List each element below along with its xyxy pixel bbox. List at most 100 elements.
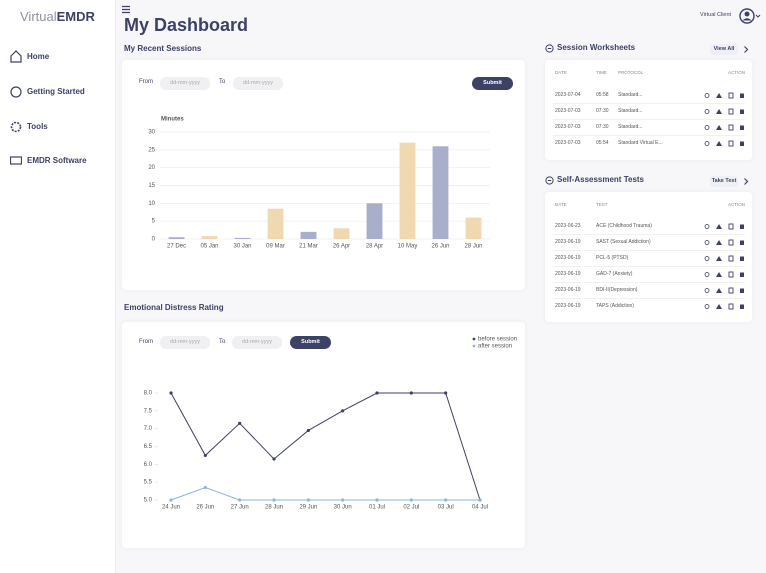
action-icons[interactable] xyxy=(703,92,747,99)
action-icons[interactable] xyxy=(703,108,747,115)
table-cell: 05:58 xyxy=(596,92,609,98)
from-input[interactable]: dd-mm-yyyy xyxy=(160,77,210,90)
point xyxy=(272,498,276,502)
action-icons[interactable] xyxy=(703,287,747,294)
table-cell: 07:30 xyxy=(596,108,609,114)
y-tick-label: 15 xyxy=(148,183,155,189)
nav-home[interactable]: Home xyxy=(27,52,50,61)
table-cell: Standard... xyxy=(618,92,643,98)
x-tick-label: 02 Jul xyxy=(403,505,419,511)
y-tick-label: 5.0 xyxy=(144,498,153,504)
column-header: TIME xyxy=(596,70,607,75)
software-icon xyxy=(10,156,22,165)
logo-light: Virtual xyxy=(20,9,57,24)
x-tick-label: 01 Jul xyxy=(369,505,385,511)
section-heading: Self-Assessment Tests xyxy=(557,175,644,184)
table-cell: 2023-07-03 xyxy=(555,108,581,114)
y-tick-label: 5 xyxy=(152,219,156,225)
arrow-icon[interactable] xyxy=(743,46,749,53)
submit-button[interactable]: Submit xyxy=(472,77,513,90)
point xyxy=(238,498,242,502)
point xyxy=(444,391,448,395)
bar xyxy=(432,146,449,239)
to-input[interactable]: dd-mm-yyyy xyxy=(233,77,283,90)
to-label: To xyxy=(219,79,226,85)
action-icons[interactable] xyxy=(703,303,747,310)
action-icons[interactable] xyxy=(703,239,747,246)
section-button[interactable]: Take Test xyxy=(710,176,738,187)
to-input[interactable]: dd-mm-yyyy xyxy=(232,336,282,349)
y-tick-label: 7.5 xyxy=(144,408,153,414)
user-name[interactable]: Virtual Client xyxy=(700,12,732,18)
logo[interactable]: VirtualEMDR xyxy=(20,9,95,24)
from-input[interactable]: dd-mm-yyyy xyxy=(160,336,210,349)
action-icons[interactable] xyxy=(703,255,747,262)
column-header: DATE xyxy=(555,70,567,75)
table-cell: 2023-06-19 xyxy=(555,303,581,309)
x-tick-label: 09 Mar xyxy=(266,244,285,250)
menu-icon[interactable] xyxy=(121,5,131,14)
table-cell: GAD-7 (Anxiety) xyxy=(596,271,633,277)
row-divider xyxy=(553,103,745,104)
action-icons[interactable] xyxy=(703,140,747,147)
table-cell: SAST (Sexual Addiction) xyxy=(596,239,651,245)
x-tick-label: 28 Jun xyxy=(464,244,482,250)
point xyxy=(444,498,448,502)
x-tick-label: 28 Jun xyxy=(265,505,283,511)
action-icons[interactable] xyxy=(703,271,747,278)
action-icons[interactable] xyxy=(703,124,747,131)
table-cell: PCL-5 (PTSD) xyxy=(596,255,629,261)
legend-marker xyxy=(472,344,476,348)
nav-emdr-software[interactable]: EMDR Software xyxy=(27,156,87,165)
x-tick-label: 30 Jan xyxy=(233,244,251,250)
worksheets-card xyxy=(545,60,752,160)
submit-button[interactable]: Submit xyxy=(290,336,331,349)
home-icon xyxy=(10,50,22,63)
point xyxy=(409,391,413,395)
x-tick-label: 05 Jan xyxy=(200,244,218,250)
x-tick-label: 03 Jul xyxy=(438,505,454,511)
bar xyxy=(333,228,350,239)
bar xyxy=(168,237,185,239)
legend-label: before session xyxy=(478,337,517,343)
y-tick-label: 0 xyxy=(152,237,156,243)
point xyxy=(272,457,276,461)
x-tick-label: 27 Jun xyxy=(231,505,249,511)
point xyxy=(238,421,242,425)
sessions-heading: My Recent Sessions xyxy=(124,44,202,53)
table-cell: 2023-06-19 xyxy=(555,287,581,293)
y-tick-label: 20 xyxy=(148,165,155,171)
legend-marker xyxy=(472,337,476,341)
x-tick-label: 26 Jun xyxy=(431,244,449,250)
bar xyxy=(300,231,317,239)
nav-tools[interactable]: Tools xyxy=(27,122,48,131)
line xyxy=(170,392,481,501)
nav-getting-started[interactable]: Getting Started xyxy=(27,87,85,96)
section-icon xyxy=(545,176,554,185)
x-tick-label: 04 Jul xyxy=(472,505,488,511)
x-tick-label: 24 Jun xyxy=(162,505,180,511)
action-icons[interactable] xyxy=(703,223,747,230)
row-divider xyxy=(553,135,745,136)
x-tick-label: 29 Jun xyxy=(299,505,317,511)
point xyxy=(169,391,173,395)
arrow-icon[interactable] xyxy=(743,178,749,185)
avatar[interactable] xyxy=(739,8,761,24)
point xyxy=(306,428,310,433)
section-button[interactable]: View All xyxy=(710,44,738,55)
bar xyxy=(201,236,218,239)
y-tick-label: 25 xyxy=(148,147,155,153)
table-cell: 2023-06-19 xyxy=(555,255,581,261)
x-tick-label: 26 Jun xyxy=(196,505,214,511)
point xyxy=(203,453,207,458)
page-title: My Dashboard xyxy=(124,15,249,35)
point xyxy=(375,391,379,395)
section-icon xyxy=(545,44,554,53)
chart-title: Minutes xyxy=(161,117,184,123)
assessments-card xyxy=(545,192,752,322)
row-divider xyxy=(553,119,745,120)
logo-bold: EMDR xyxy=(56,9,95,24)
point xyxy=(203,485,207,490)
sessions-chart: Minutes 0 5 10 15 20 25 30 27 Dec 05 Jan 30 Jan 09 … xyxy=(148,117,490,250)
